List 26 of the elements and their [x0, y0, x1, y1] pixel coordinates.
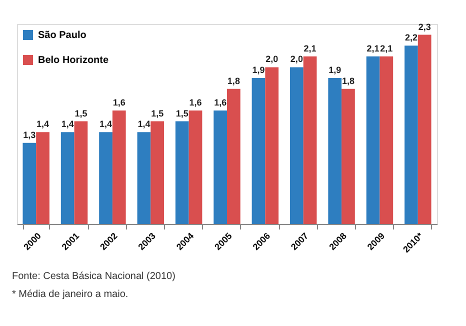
- data-label: 1,5: [176, 108, 188, 118]
- data-label: 1,4: [100, 119, 112, 130]
- data-label: 2,1: [304, 43, 316, 54]
- data-label: 1,3: [23, 130, 36, 140]
- data-label: 1,8: [227, 76, 240, 86]
- data-label: 1,9: [328, 65, 342, 76]
- data-label: 2,0: [290, 54, 303, 64]
- data-label: 1,5: [74, 108, 88, 118]
- source-note: Fonte: Cesta Básica Nacional (2010): [12, 271, 176, 282]
- legend-label: Belo Horizonte: [38, 55, 109, 66]
- data-label: 2,3: [418, 22, 431, 32]
- data-label: 2,1: [380, 43, 393, 54]
- data-label: 1,4: [61, 119, 74, 130]
- data-label: 1,6: [189, 97, 202, 108]
- data-label: 1,6: [112, 97, 126, 108]
- data-label: 1,4: [138, 119, 150, 130]
- data-label: 2,0: [266, 54, 278, 64]
- data-label: 2,2: [404, 32, 418, 43]
- data-label: 2,1: [366, 43, 380, 54]
- data-label: 1,6: [214, 97, 227, 108]
- data-label: 1,5: [151, 108, 164, 118]
- legend-label: São Paulo: [38, 30, 86, 41]
- text: * Média de janeiro a maio.: [12, 289, 128, 300]
- data-label: 1,9: [252, 65, 265, 76]
- data-label: 1,4: [36, 119, 50, 130]
- data-label: 1,8: [342, 76, 354, 86]
